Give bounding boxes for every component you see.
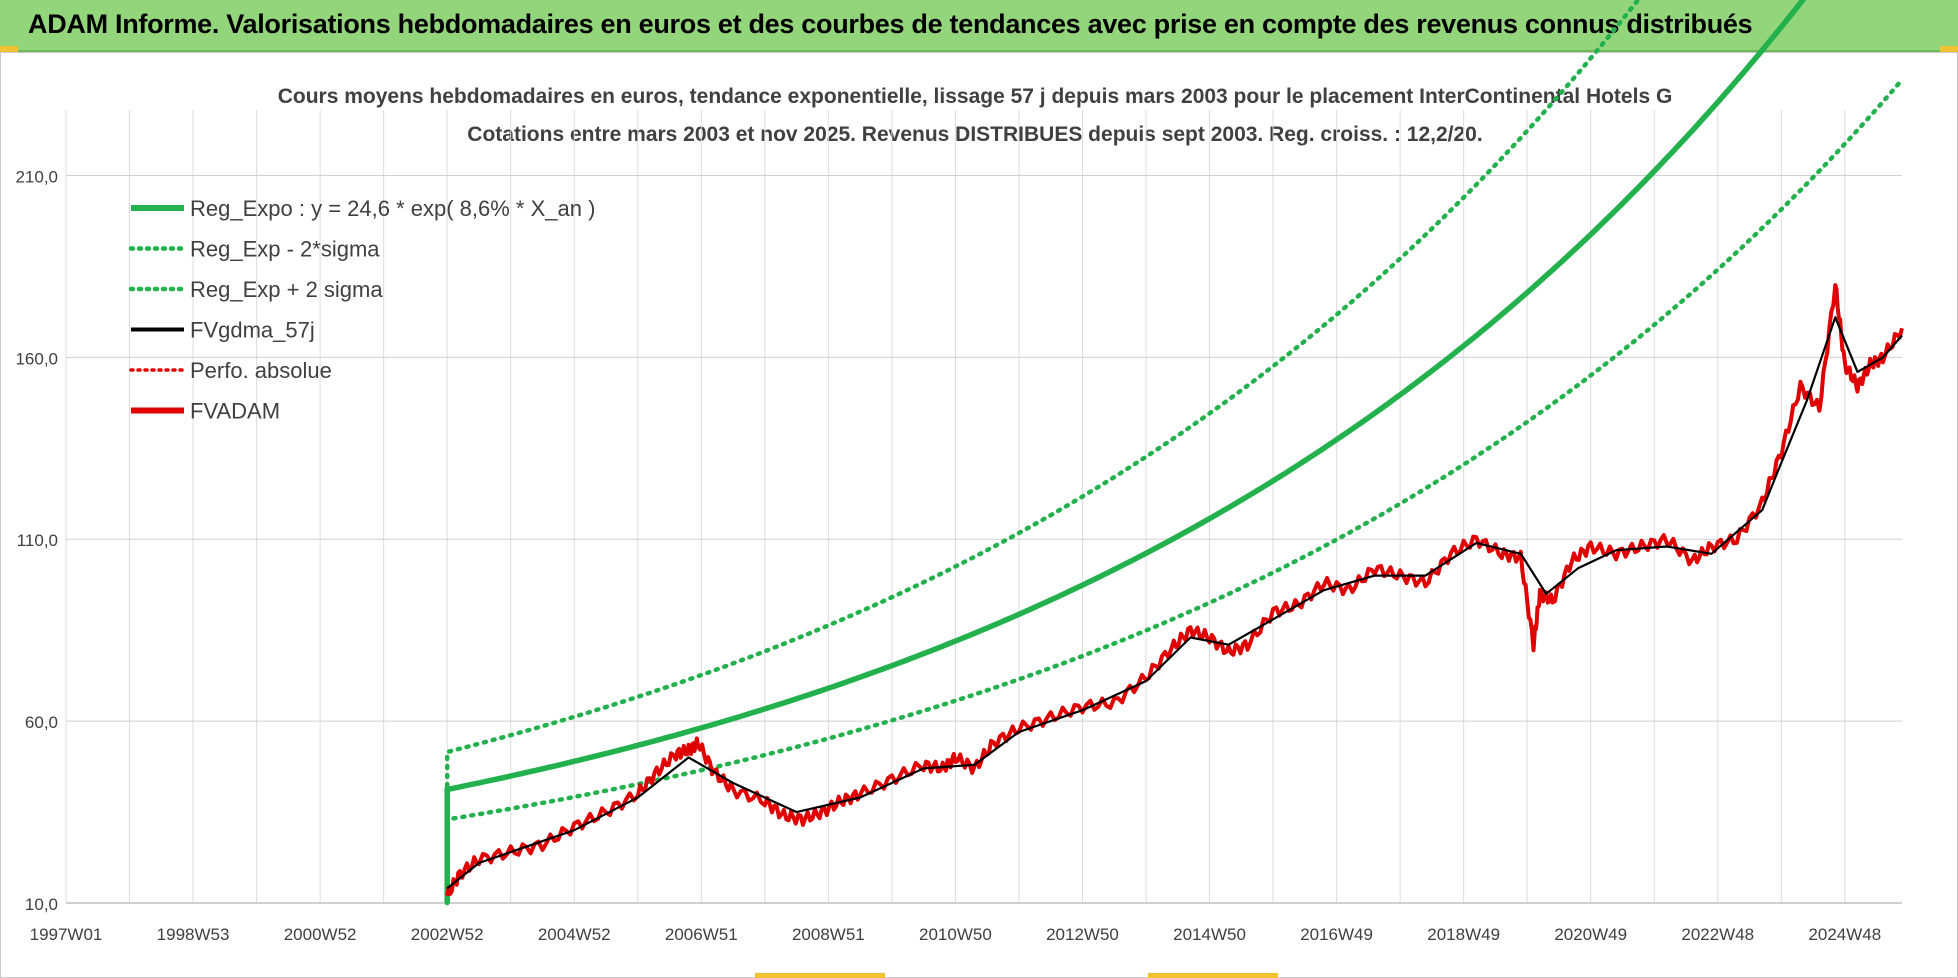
corner-mark-left — [0, 46, 18, 52]
y-tick-label: 110,0 — [17, 531, 58, 550]
x-tick-label: 1997W01 — [30, 925, 103, 944]
x-axis-ticks: 1997W01 1998W53 2000W52 2002W52 2004W52 2006W… — [30, 925, 1882, 944]
legend-label: Reg_Exp + 2 sigma — [190, 277, 383, 302]
x-tick-label: 2012W50 — [1046, 925, 1119, 944]
reg-exp-plus-2sigma-line — [444, 0, 1641, 906]
y-axis-ticks: 210,0 160,0 110,0 60,0 10,0 — [15, 167, 58, 914]
fvgdma-57j-line — [446, 316, 1903, 890]
x-tick-label: 2024W48 — [1808, 925, 1881, 944]
bottom-mark-2 — [1148, 973, 1278, 978]
corner-mark-right — [1940, 46, 1958, 52]
reg-expo-line — [444, 0, 1807, 903]
x-tick-label: 2010W50 — [919, 925, 992, 944]
x-tick-label: 2008W51 — [792, 925, 865, 944]
legend-label: FVgdma_57j — [190, 318, 315, 343]
chart-subtitle: Cotations entre mars 2003 et nov 2025. R… — [467, 123, 1482, 146]
y-tick-label: 10,0 — [25, 895, 58, 914]
banner-title: ADAM Informe. Valorisations hebdomadaire… — [28, 9, 1753, 39]
legend-label: Reg_Expo : y = 24,6 * exp( 8,6% * X_an ) — [190, 196, 595, 221]
legend-label: Reg_Exp - 2*sigma — [190, 237, 380, 262]
legend-label: Perfo. absolue — [190, 358, 332, 383]
reg-exp-minus-2sigma-line — [444, 77, 1905, 906]
gridlines — [65, 110, 1902, 904]
chart-title: Cours moyens hebdomadaires en euros, ten… — [278, 85, 1673, 108]
y-tick-label: 60,0 — [25, 713, 58, 732]
x-tick-label: 2020W49 — [1554, 925, 1627, 944]
y-tick-label: 160,0 — [15, 349, 58, 368]
bottom-mark-1 — [755, 973, 885, 978]
x-tick-label: 2014W50 — [1173, 925, 1246, 944]
x-tick-label: 2000W52 — [284, 925, 357, 944]
x-tick-label: 2022W48 — [1681, 925, 1754, 944]
x-tick-label: 1998W53 — [157, 925, 230, 944]
y-tick-label: 210,0 — [15, 167, 58, 186]
x-tick-label: 2004W52 — [538, 925, 611, 944]
x-tick-label: 2006W51 — [665, 925, 738, 944]
legend: Reg_Expo : y = 24,6 * exp( 8,6% * X_an )… — [128, 196, 595, 424]
x-tick-label: 2018W49 — [1427, 925, 1500, 944]
fvadam-line — [445, 283, 1904, 897]
x-tick-label: 2002W52 — [411, 925, 484, 944]
x-tick-label: 2016W49 — [1300, 925, 1373, 944]
legend-label: FVADAM — [190, 399, 280, 424]
series-lines — [444, 0, 1905, 906]
